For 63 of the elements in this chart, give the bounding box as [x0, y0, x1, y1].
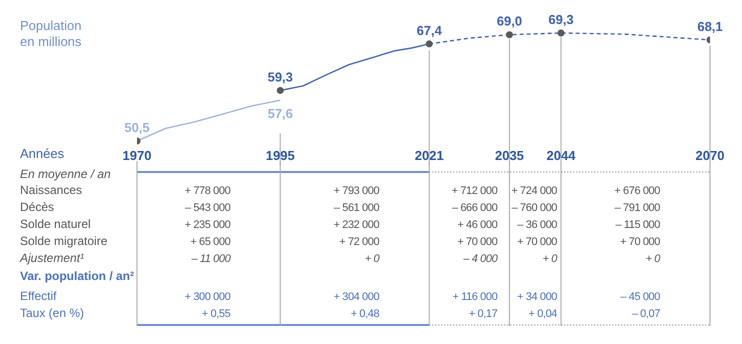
text: + 46 000 [457, 219, 498, 231]
text: + 778 000 [184, 185, 231, 197]
y-axis-title: Population en millions [20, 18, 82, 49]
text: – 561 000 [334, 202, 380, 214]
text: – 791 000 [614, 202, 660, 214]
text: En moyenne / an [20, 167, 112, 181]
text: + 724 000 [511, 185, 558, 197]
text: Ajustement¹ [19, 251, 84, 265]
text: + 232 000 [334, 219, 380, 231]
x-tick-label: 2044 [546, 148, 576, 164]
text: Solde migratoire [20, 234, 108, 248]
data-label: 50,5 [124, 120, 150, 135]
text: + 0,04 [528, 308, 558, 320]
data-label: 67,4 [416, 22, 443, 38]
text: – 0,07 [632, 308, 660, 320]
text: – 4 000 [462, 253, 499, 265]
text: – 543 000 [184, 202, 231, 214]
x-tick-label: 2021 [414, 148, 444, 164]
text: – 11 000 [190, 253, 232, 265]
text: + 793 000 [334, 185, 380, 197]
text: + 72 000 [339, 236, 380, 248]
text: + 70 000 [517, 236, 558, 248]
text: Décès [20, 200, 54, 214]
x-tick-label: 2035 [494, 148, 524, 164]
text: + 116 000 [452, 291, 498, 303]
data-label: 68,1 [697, 18, 723, 34]
text: + 70 000 [457, 236, 498, 248]
text: Var. population / an² [20, 269, 134, 283]
text: Solde naturel [20, 217, 91, 231]
text: – 666 000 [452, 202, 498, 214]
text: + 304 000 [334, 291, 380, 303]
point [558, 30, 565, 36]
text: + 0 [364, 253, 381, 265]
text: – 36 000 [517, 219, 558, 231]
data-label: 69,3 [548, 12, 574, 27]
point [276, 86, 284, 94]
x-tick-label: 1995 [266, 148, 295, 164]
text: + 712 000 [452, 185, 498, 197]
x-axis-title: Années [20, 146, 65, 161]
text: + 65 000 [190, 236, 231, 248]
text: Taux (en %) [20, 306, 84, 320]
text: + 0,17 [468, 308, 498, 320]
data-label: 57,6 [268, 106, 293, 122]
text: – 45 000 [620, 291, 660, 303]
text: + 34 000 [517, 291, 558, 303]
text: Effectif [20, 289, 58, 303]
data-label: 69,0 [496, 14, 522, 29]
point [426, 40, 433, 48]
text: – 115 000 [615, 219, 660, 231]
text: + 0 [646, 253, 662, 265]
text: + 70 000 [620, 236, 660, 248]
data-label: 59,3 [268, 69, 293, 84]
text: + 235 000 [184, 219, 231, 231]
text: + 0,55 [202, 308, 231, 320]
point [506, 31, 513, 38]
text: Naissances [20, 183, 82, 197]
text: + 300 000 [184, 291, 231, 303]
text: + 0 [542, 253, 558, 265]
x-tick-label: 2070 [696, 148, 724, 164]
text: – 760 000 [512, 202, 558, 214]
text: + 676 000 [614, 185, 660, 197]
text: + 0,48 [350, 308, 380, 320]
x-tick-label: 1970 [122, 148, 152, 164]
